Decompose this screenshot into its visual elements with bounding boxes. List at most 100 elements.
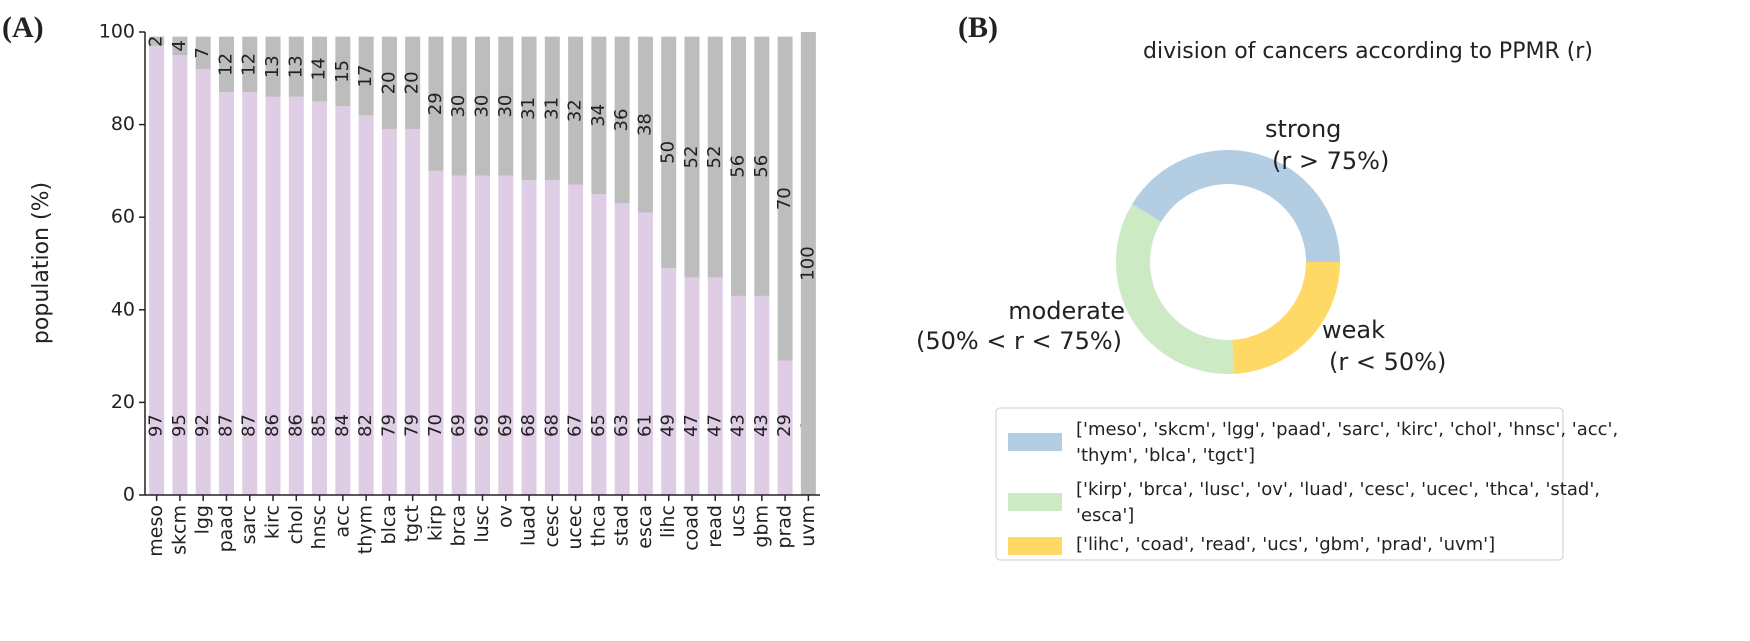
donut-slice [1232, 262, 1340, 374]
x-tick-label: thym [355, 505, 377, 554]
bar-segment [405, 129, 421, 496]
bar-segment [521, 180, 537, 495]
bar-segment [498, 175, 514, 495]
value-label: 67 [565, 414, 586, 437]
bar-segment [451, 175, 467, 495]
value-label: 31 [518, 97, 539, 120]
value-label: 13 [285, 55, 306, 78]
x-tick-label: kirc [262, 505, 284, 539]
slice-label: strong [1265, 115, 1341, 143]
bar-segment [195, 36, 211, 70]
legend-label: ['meso', 'skcm', 'lgg', 'paad', 'sarc', … [1076, 419, 1618, 440]
bar-segment [544, 180, 560, 495]
value-label: 69 [495, 414, 516, 437]
bar-segment [428, 170, 444, 495]
value-label: 87 [239, 414, 260, 437]
value-label: 14 [309, 58, 330, 81]
bar-segment [591, 194, 607, 496]
slice-sublabel: (r > 75%) [1272, 147, 1389, 175]
value-label: 43 [728, 414, 749, 437]
bar-segment [172, 55, 188, 496]
legend-label: ['kirp', 'brca', 'lusc', 'ov', 'luad', '… [1076, 479, 1600, 500]
bar-segment [218, 36, 234, 93]
bar-segment [800, 32, 816, 495]
x-tick-label: lgg [192, 505, 214, 534]
bar-segment [149, 36, 165, 46]
value-label: 38 [634, 113, 655, 136]
value-label: 56 [751, 155, 772, 178]
x-tick-label: tgct [401, 505, 423, 542]
value-label: 20 [402, 71, 423, 94]
value-label: 7 [192, 47, 213, 58]
value-label: 34 [588, 104, 609, 127]
value-label: 79 [402, 414, 423, 437]
bar-segment [684, 277, 700, 495]
value-label: 30 [495, 95, 516, 118]
bar-segment [265, 96, 281, 495]
bar-segment [707, 36, 723, 278]
value-label: 47 [704, 414, 725, 437]
value-label: 50 [658, 141, 679, 164]
bar-segment [661, 36, 677, 269]
x-tick-label: ucs [727, 505, 749, 537]
value-label: 70 [774, 187, 795, 210]
value-label: 85 [309, 414, 330, 437]
bar-segment [358, 36, 374, 116]
x-tick-label: meso [145, 505, 167, 557]
value-label: 15 [332, 60, 353, 83]
value-label: 36 [611, 109, 632, 132]
value-label: 69 [472, 414, 493, 437]
bar-segment [521, 36, 537, 181]
x-tick-label: read [704, 505, 726, 548]
bar-segment [661, 268, 677, 495]
y-tick-label: 40 [111, 298, 135, 320]
value-label: 97 [146, 414, 167, 437]
x-tick-label: hnsc [308, 505, 330, 549]
x-tick-label: chol [285, 505, 307, 544]
value-label: 31 [541, 97, 562, 120]
donut-slice [1132, 149, 1340, 262]
value-label: 30 [448, 95, 469, 118]
bar-segment [731, 36, 747, 296]
y-tick-label: 80 [111, 113, 135, 135]
value-label: 30 [472, 95, 493, 118]
bar-segment [637, 36, 653, 213]
x-tick-label: kirp [424, 505, 446, 541]
bar-segment [777, 36, 793, 361]
value-label: 29 [425, 92, 446, 115]
x-tick-label: cesc [541, 505, 563, 547]
value-label: 84 [332, 414, 353, 437]
value-label: 52 [704, 146, 725, 169]
value-label: 17 [355, 65, 376, 88]
slice-sublabel: (r < 50%) [1329, 348, 1446, 376]
x-tick-label: esca [634, 505, 656, 549]
x-tick-label: luad [518, 505, 540, 546]
x-tick-label: prad [774, 505, 796, 549]
value-label: 87 [215, 414, 236, 437]
x-tick-label: lusc [471, 505, 493, 543]
legend-swatch [1008, 433, 1062, 451]
bar-segment [498, 36, 514, 176]
value-label: 100 [797, 246, 818, 280]
bar-segment [288, 96, 304, 495]
x-tick-label: acc [331, 505, 353, 538]
x-tick-label: blca [378, 505, 400, 544]
value-label: 69 [448, 414, 469, 437]
bar-segment [381, 36, 397, 130]
bar-segment [568, 36, 584, 185]
value-label: 86 [285, 414, 306, 437]
bar-segment [731, 295, 747, 495]
value-label: 82 [355, 414, 376, 437]
x-tick-label: lihc [657, 505, 679, 538]
legend-label: 'esca'] [1076, 505, 1134, 526]
x-tick-label: sarc [238, 505, 260, 544]
x-tick-label: ucec [564, 505, 586, 550]
value-label: 12 [215, 53, 236, 76]
x-tick-label: skcm [168, 505, 190, 555]
bar-segment [568, 184, 584, 496]
slice-label: moderate [1008, 297, 1125, 325]
bar-segment [475, 36, 490, 176]
bar-segment [637, 212, 653, 495]
bar-segment [242, 36, 258, 93]
